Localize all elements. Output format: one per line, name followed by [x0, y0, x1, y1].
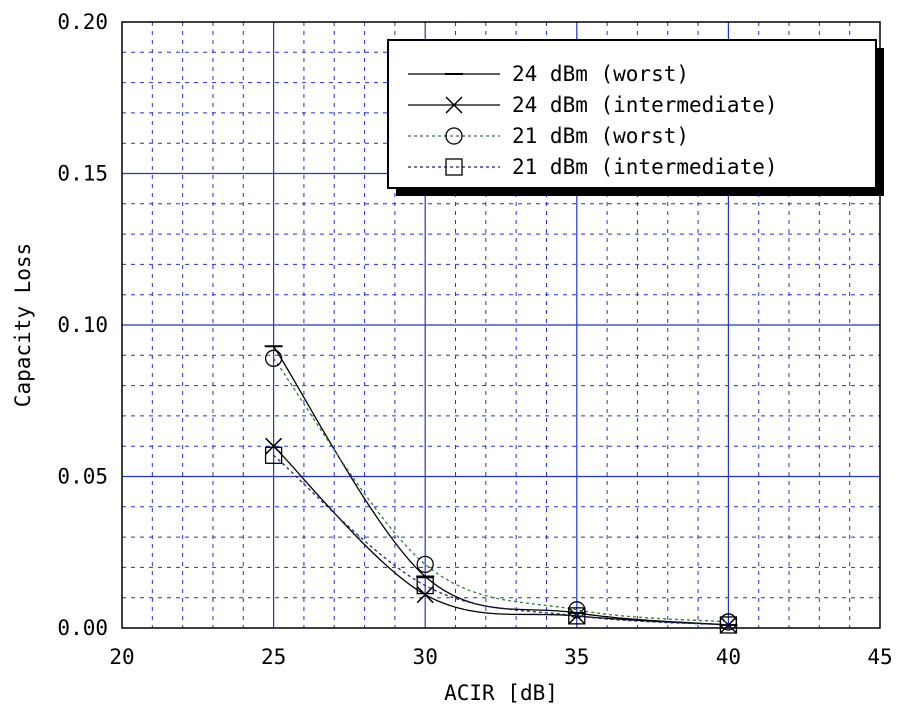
legend-label: 24 dBm (intermediate)	[512, 93, 778, 117]
y-tick-label: 0.15	[57, 162, 108, 186]
data-point	[264, 446, 283, 464]
legend-marker	[445, 96, 463, 114]
legend-entry: 21 dBm (intermediate)	[408, 155, 778, 179]
y-tick-label: 0.00	[57, 616, 108, 640]
series-line	[273, 357, 729, 623]
legend-marker	[445, 158, 463, 176]
y-tick-label: 0.05	[57, 465, 108, 489]
tick-labels: 20 25 30 35 40 45 0.00 0.05 0.10 0.15 0.20	[57, 10, 892, 669]
plot-area	[121, 21, 881, 629]
y-tick-label: 0.10	[57, 313, 108, 337]
legend-entry: 24 dBm (intermediate)	[408, 93, 778, 117]
data-point	[568, 607, 586, 625]
series-4	[264, 446, 738, 634]
series-line	[273, 445, 729, 626]
y-axis-label: Capacity Loss	[11, 243, 35, 407]
x-tick-label: 20	[109, 645, 134, 669]
y-tick-label: 0.20	[57, 10, 108, 34]
data-point	[265, 437, 283, 455]
legend-entry: 24 dBm (worst)	[408, 62, 689, 86]
x-axis-label: ACIR [dB]	[444, 681, 558, 705]
x-tick-label: 30	[413, 645, 438, 669]
data-point	[416, 555, 434, 574]
x-tick-label: 25	[261, 645, 286, 669]
series-1	[264, 345, 738, 626]
x-tick-label: 45	[867, 645, 892, 669]
data-point	[416, 576, 434, 595]
x-stroke	[445, 96, 463, 114]
x-tick-label: 40	[716, 645, 741, 669]
data-point	[719, 616, 737, 634]
legend-label: 24 dBm (worst)	[512, 62, 689, 86]
legend-entry: 21 dBm (worst)	[408, 124, 689, 148]
series-line	[273, 454, 729, 626]
series-layer	[264, 345, 738, 634]
series-2	[265, 437, 737, 634]
legend-box	[387, 39, 877, 189]
series-line	[273, 345, 729, 626]
legend: 24 dBm (worst) 24 dBm (intermediate) 21 dB…	[387, 39, 884, 196]
x-stroke	[719, 616, 737, 634]
x-stroke	[416, 586, 434, 604]
legend-items: 24 dBm (worst) 24 dBm (intermediate) 21 dB…	[408, 62, 778, 179]
legend-label: 21 dBm (worst)	[512, 124, 689, 148]
x-stroke	[265, 437, 283, 455]
series-3	[264, 349, 738, 631]
data-point	[264, 349, 283, 367]
x-tick-label: 35	[564, 645, 589, 669]
legend-marker	[445, 127, 463, 145]
data-point	[719, 616, 738, 634]
data-point	[416, 586, 434, 604]
legend-label: 21 dBm (intermediate)	[512, 155, 778, 179]
